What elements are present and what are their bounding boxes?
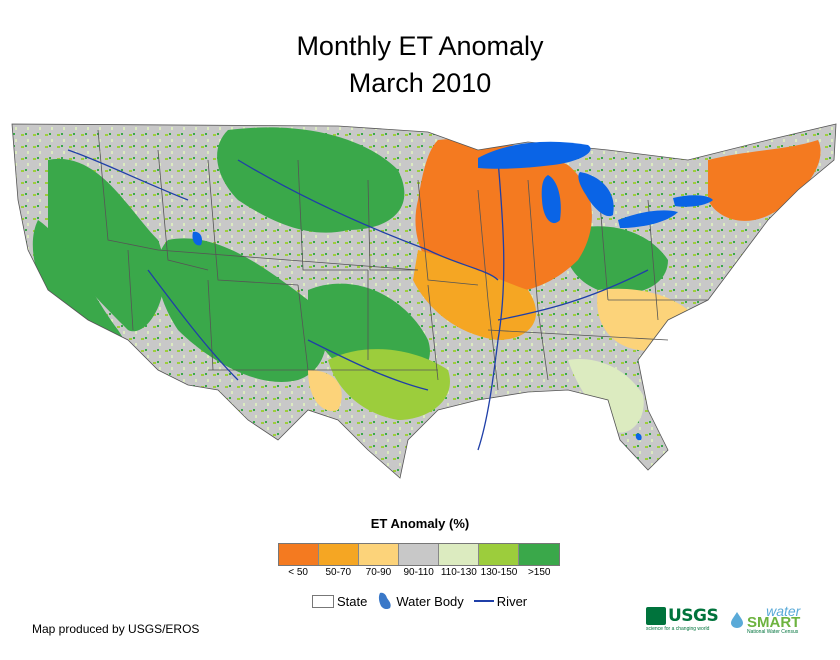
watersmart-top: water <box>766 603 801 619</box>
ramp-label: 110-130 <box>440 567 477 578</box>
legend-state-label: State <box>337 593 368 609</box>
lake-michigan <box>541 175 561 224</box>
ramp-label: 130-150 <box>480 567 518 578</box>
zone-rockies-high <box>157 238 327 382</box>
great-salt-lake <box>192 231 203 246</box>
lake-superior <box>478 141 591 169</box>
swatch-lt50 <box>279 544 319 565</box>
swatch-130-150 <box>479 544 519 565</box>
legend-water-body-label: Water Body <box>396 593 464 609</box>
swatch-gt150 <box>519 544 559 565</box>
lake-ontario <box>673 195 713 207</box>
watersmart-tagline: National Water Census <box>747 629 799 635</box>
zone-west-high <box>48 158 165 332</box>
zone-northeast-low <box>708 140 821 221</box>
ramp-label: >150 <box>527 567 551 578</box>
state-swatch-icon <box>312 594 334 608</box>
ramp-label: 90-110 <box>403 567 434 578</box>
color-ramp <box>278 543 560 566</box>
lake-okeechobee <box>635 433 642 441</box>
legend-title: ET Anomaly (%) <box>370 516 470 531</box>
zone-ohio-valley-high <box>564 226 668 294</box>
water-drop-icon <box>379 592 392 610</box>
lake-huron <box>578 172 614 217</box>
ramp-label: < 50 <box>288 567 308 578</box>
logos: USGS science for a changing world water … <box>646 604 816 640</box>
et-anomaly-map <box>11 123 837 479</box>
lake-erie <box>618 210 678 228</box>
watersmart-main: SMART <box>747 614 801 631</box>
anomaly-raster <box>12 124 836 478</box>
zone-west-texas-low <box>308 370 342 411</box>
swatch-50-70 <box>319 544 359 565</box>
usgs-wordmark: USGS <box>668 606 719 626</box>
ramp-label: 50-70 <box>325 567 352 578</box>
credit-text: Map produced by USGS/EROS <box>32 622 200 636</box>
watersmart-logo: water SMART National Water Census <box>730 604 800 635</box>
state-boundaries <box>11 123 837 479</box>
water-drop-icon <box>731 611 743 628</box>
ramp-labels: < 50 50-70 70-90 90-110 110-130 130-150 … <box>278 567 559 578</box>
water-bodies <box>192 141 713 441</box>
legend-water-body: Water Body <box>377 592 464 610</box>
zone-northern-plains-high <box>217 127 405 233</box>
usgs-logo: USGS <box>646 606 719 626</box>
map-title-line1: Monthly ET Anomaly <box>296 31 544 61</box>
legend-river: River <box>473 593 528 609</box>
zone-texas-moderate <box>328 349 450 420</box>
usgs-mark-icon <box>646 607 666 625</box>
usgs-tagline: science for a changing world <box>646 626 710 632</box>
zone-midwest-low <box>413 250 537 340</box>
rivers <box>67 149 649 451</box>
zone-southeast-moderate <box>568 359 644 433</box>
map-title: Monthly ET Anomaly March 2010 <box>0 28 840 102</box>
swatch-70-90 <box>359 544 399 565</box>
ramp-label: 70-90 <box>365 567 392 578</box>
swatch-110-130 <box>439 544 479 565</box>
map-title-line2: March 2010 <box>348 68 492 98</box>
river-line-icon <box>473 600 494 602</box>
swatch-90-110 <box>399 544 439 565</box>
symbol-legend: State Water Body River <box>312 592 537 610</box>
legend-river-label: River <box>496 593 528 609</box>
legend-state: State <box>312 594 367 609</box>
